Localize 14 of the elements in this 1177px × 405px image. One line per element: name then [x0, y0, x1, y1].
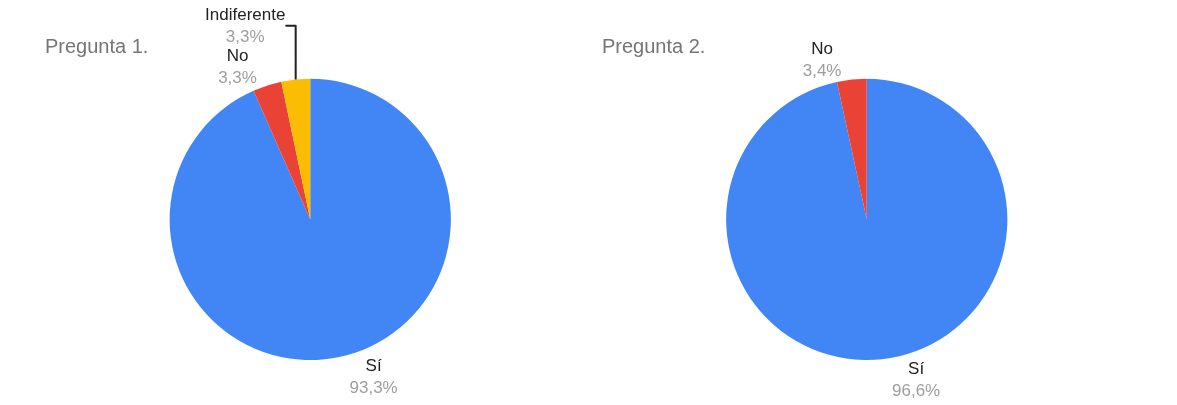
data-label: 3,3%	[218, 68, 257, 88]
slice-label: Sí	[908, 358, 925, 378]
chart-title: Pregunta 2.	[602, 35, 706, 57]
slice-label: No	[811, 38, 833, 58]
slice-label: Sí	[365, 356, 382, 376]
data-label: 93,3%	[349, 378, 398, 398]
data-label: 96,6%	[892, 381, 941, 401]
slice-label: No	[226, 46, 249, 66]
text: Pregunta 1.	[45, 35, 149, 57]
slice-label: Indiferente	[205, 5, 286, 25]
pie-slice	[726, 78, 1008, 360]
data-label: 3,4%	[802, 60, 842, 80]
pie-slice	[836, 78, 867, 220]
data-label: 3,3%	[225, 27, 265, 47]
